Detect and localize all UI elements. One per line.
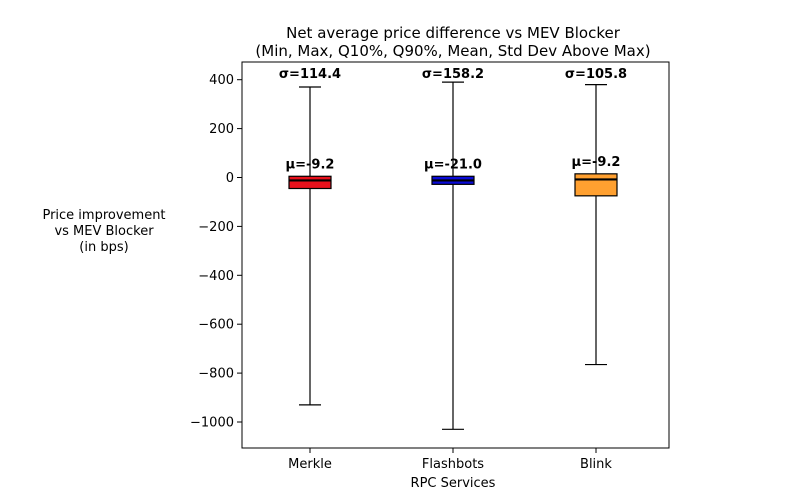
std-label: σ=158.2: [422, 67, 484, 82]
y-tick-label: −200: [198, 220, 234, 235]
x-tick-label: Flashbots: [422, 457, 484, 472]
box-flashbots: μ=-21.0 σ=158.2: [422, 67, 484, 430]
box-body: [288, 175, 332, 190]
y-axis-label: Price improvement vs MEV Blocker (in bps…: [42, 208, 165, 255]
x-tick-label: Blink: [580, 457, 612, 472]
std-label: σ=105.8: [565, 67, 627, 82]
chart-title: Net average price difference vs MEV Bloc…: [286, 24, 621, 42]
chart-subtitle: (Min, Max, Q10%, Q90%, Mean, Std Dev Abo…: [255, 42, 650, 60]
std-label: σ=114.4: [279, 67, 341, 82]
y-tick-label: 400: [209, 73, 234, 88]
y-tick-label: −1000: [190, 416, 234, 431]
mean-label: μ=-21.0: [424, 157, 482, 172]
box-body: [574, 173, 618, 197]
plot-area-frame: [241, 61, 670, 449]
x-tick-label: Merkle: [288, 457, 332, 472]
box-blink: μ=-9.2 σ=105.8: [565, 67, 627, 366]
box-series: μ=-9.2 σ=114.4 μ=-21.0 σ=158.2 μ=-9.2 σ=105.8: [279, 67, 627, 430]
y-tick-label: 0: [226, 171, 234, 186]
x-axis-ticks: Merkle Flashbots Blink: [288, 448, 612, 472]
mean-label: μ=-9.2: [286, 157, 335, 172]
y-tick-label: −400: [198, 269, 234, 284]
y-tick-label: −800: [198, 367, 234, 382]
box-merkle: μ=-9.2 σ=114.4: [279, 67, 341, 406]
y-axis-ticks: 400 200 0 −200 −400 −600 −800 −1000: [190, 73, 242, 431]
y-axis-label-line-1: Price improvement: [42, 208, 165, 223]
mean-label: μ=-9.2: [572, 155, 621, 170]
y-axis-label-line-3: (in bps): [79, 240, 128, 255]
y-axis-label-line-2: vs MEV Blocker: [54, 224, 154, 239]
y-tick-label: 200: [209, 122, 234, 137]
y-tick-label: −600: [198, 318, 234, 333]
x-axis-label: RPC Services: [411, 476, 496, 491]
